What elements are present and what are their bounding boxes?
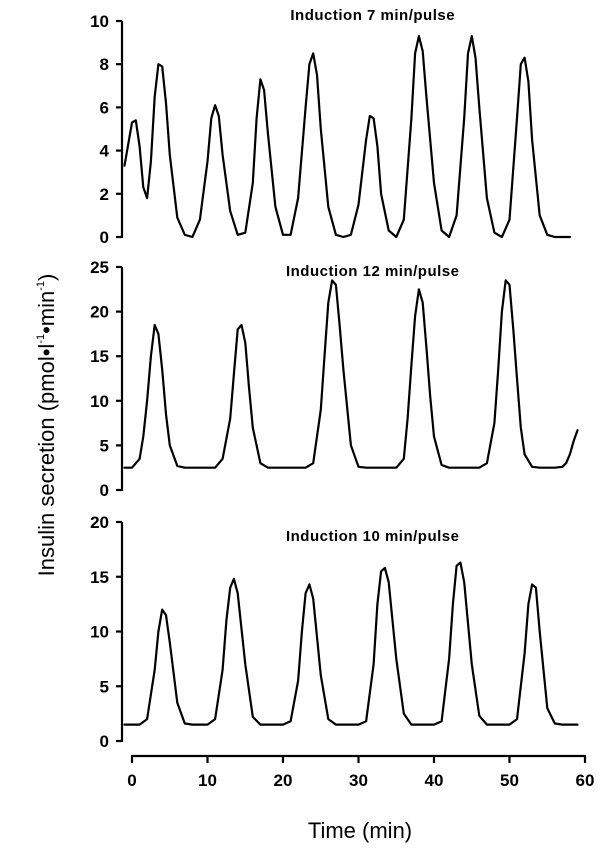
y-tick-label: 15	[90, 347, 109, 366]
y-tick-label: 20	[90, 303, 109, 322]
x-tick-label: 60	[576, 771, 595, 790]
y-axis-title-close: )	[34, 274, 59, 281]
y-tick-label: 4	[100, 142, 110, 161]
y-tick-label: 0	[100, 228, 109, 247]
y-tick-label: 20	[90, 513, 109, 532]
y-axis-title-unit-1: l	[34, 344, 59, 349]
y-axis-title-unit-2: min	[34, 291, 59, 326]
series-line-1	[123, 279, 579, 469]
y-tick-label: 15	[90, 568, 109, 587]
y-tick-label: 25	[90, 258, 109, 277]
x-tick-label: 50	[500, 771, 519, 790]
x-tick-label: 20	[274, 771, 293, 790]
y-tick-label: 5	[100, 436, 109, 455]
panel-1: 0 2 4 6 8 10 Induction 7 min/pulse	[90, 7, 572, 247]
y-axis-title-exponent-2: -1	[35, 281, 47, 291]
panel-3: 0 5 10 15 20 Induction 10 min/pulse 0 10 20 30 40 5…	[90, 513, 594, 843]
y-tick-label: 2	[100, 185, 109, 204]
panel-title: Induction 7 min/pulse	[290, 7, 455, 24]
series-line-1	[123, 561, 579, 726]
x-tick-label: 0	[127, 771, 136, 790]
y-tick-label: 10	[90, 623, 109, 642]
panels: 0 2 4 6 8 10 Induction 7 min/pulse 0 5 10 15 20 25 In…	[90, 7, 594, 843]
y-axis-title-bullet-1: •	[34, 349, 59, 357]
y-tick-label: 0	[100, 732, 109, 751]
y-tick-label: 5	[100, 677, 109, 696]
y-axis-title: Insulin secretion (pmol•l-1•min-1)	[34, 274, 59, 577]
x-tick-label: 10	[198, 771, 217, 790]
series-line-1	[123, 34, 572, 239]
x-axis-title: Time (min)	[308, 818, 412, 843]
y-tick-label: 0	[100, 481, 109, 500]
y-tick-label: 10	[90, 12, 109, 31]
x-tick-label: 30	[349, 771, 368, 790]
y-tick-label: 10	[90, 392, 109, 411]
y-axis-title-bullet-2: •	[34, 326, 59, 334]
y-tick-label: 6	[100, 98, 109, 117]
y-axis-title-exponent-1: -1	[35, 334, 47, 344]
panel-title: Induction 12 min/pulse	[286, 263, 460, 280]
x-tick-label: 40	[425, 771, 444, 790]
y-axis-title-main: Insulin secretion (pmol	[34, 356, 59, 576]
panel-title: Induction 10 min/pulse	[286, 528, 460, 545]
panel-2: 0 5 10 15 20 25 Induction 12 min/pulse	[90, 258, 579, 500]
y-tick-label: 8	[100, 55, 109, 74]
